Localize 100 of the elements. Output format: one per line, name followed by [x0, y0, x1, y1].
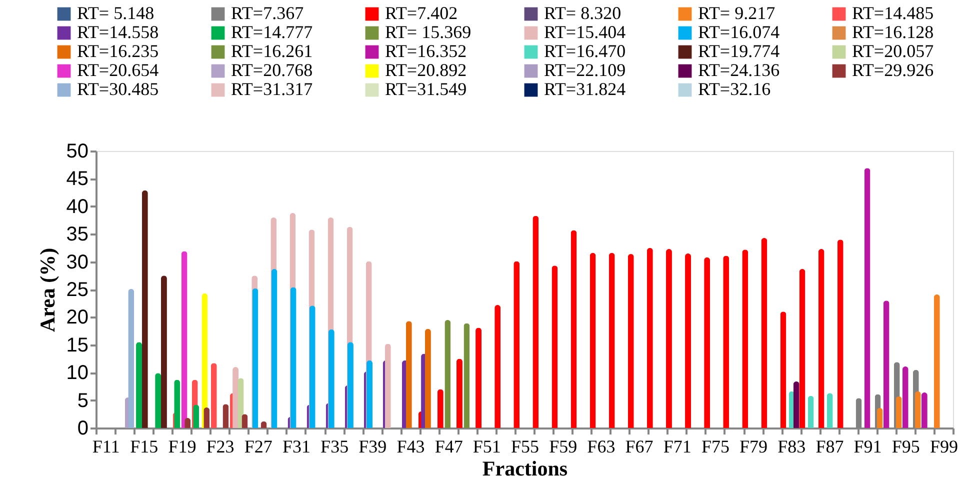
- legend-label: RT=20.057: [852, 41, 934, 61]
- bar: [406, 321, 412, 428]
- bar: [646, 248, 653, 428]
- x-tick-label: F59: [549, 436, 578, 456]
- x-tick-label: F31: [282, 436, 310, 456]
- x-tick-label: F51: [472, 436, 501, 456]
- legend-label: RT=31.549: [385, 79, 467, 99]
- bar: [210, 363, 217, 428]
- legend-label: RT=7.402: [385, 3, 458, 23]
- x-tick-label: F91: [854, 436, 882, 456]
- bar: [271, 269, 278, 428]
- legend-label: RT=15.404: [544, 22, 626, 42]
- legend-label: RT=16.128: [852, 22, 934, 42]
- y-tick-label: 10: [66, 362, 88, 384]
- bar: [742, 250, 748, 428]
- legend-label: RT=32.16: [698, 79, 771, 99]
- x-axis-title: Fractions: [482, 456, 568, 480]
- y-axis-title: Area (%): [35, 248, 60, 332]
- legend-label: RT=31.317: [231, 79, 313, 99]
- x-tick-label: F35: [320, 436, 349, 456]
- legend-label: RT=31.824: [544, 79, 626, 99]
- legend-label: RT=19.774: [698, 41, 780, 61]
- y-tick-label: 40: [66, 196, 88, 218]
- bar: [160, 276, 167, 428]
- bar: [793, 381, 800, 428]
- legend-label: RT=16.261: [231, 41, 313, 61]
- y-tick-label: 30: [66, 251, 88, 274]
- bar: [883, 300, 890, 428]
- legend-label: RT=16.074: [698, 22, 780, 42]
- legend-label: RT= 5.148: [77, 3, 154, 23]
- bar: [476, 328, 482, 428]
- bar: [799, 269, 806, 428]
- bar: [366, 360, 373, 428]
- x-tick-label: F27: [244, 436, 272, 456]
- bar: [290, 287, 296, 428]
- bar: [902, 366, 908, 428]
- bar: [628, 254, 634, 428]
- bar: [914, 391, 921, 428]
- bar: [464, 323, 470, 428]
- y-tick-label: 45: [66, 168, 88, 190]
- legend-label: RT=22.109: [544, 60, 626, 80]
- y-tick-label: 25: [66, 279, 88, 301]
- y-tick-label: 15: [66, 334, 88, 356]
- legend-label: RT=16.470: [544, 41, 626, 61]
- x-tick-label: F23: [206, 436, 234, 456]
- y-tick-label: 5: [77, 390, 88, 412]
- x-tick-label: F87: [816, 436, 844, 456]
- bar: [608, 252, 615, 428]
- legend-label: RT=16.352: [385, 41, 467, 61]
- bar: [384, 344, 391, 428]
- bar: [552, 266, 558, 428]
- y-tick-label: 0: [77, 418, 88, 440]
- legend-label: RT=30.485: [77, 79, 159, 99]
- legend-label: RT= 9.217: [698, 3, 776, 23]
- x-tick-label: F55: [510, 436, 540, 456]
- bar: [437, 389, 444, 428]
- bar: [328, 329, 334, 428]
- bar: [723, 256, 730, 428]
- bar: [136, 342, 142, 428]
- bar: [570, 230, 577, 428]
- legend-label: RT= 8.320: [544, 3, 622, 23]
- x-tick-label: F75: [701, 436, 730, 456]
- x-tick-label: F99: [930, 436, 958, 456]
- bar: [424, 328, 431, 428]
- bar: [174, 380, 180, 428]
- x-tick-label: F19: [168, 436, 196, 456]
- bar: [590, 252, 596, 428]
- legend-label: RT=29.926: [852, 60, 934, 80]
- bar: [704, 257, 710, 428]
- x-tick-label: F79: [740, 436, 768, 456]
- x-tick-label: F67: [625, 436, 654, 456]
- bar: [921, 392, 928, 428]
- legend-label: RT=7.367: [231, 3, 304, 23]
- legend-label: RT=24.136: [698, 60, 780, 80]
- x-tick-label: F43: [396, 436, 425, 456]
- bar: [685, 253, 692, 428]
- bar: [514, 261, 520, 428]
- bar: [494, 305, 501, 428]
- bar: [532, 216, 539, 428]
- x-tick-label: F83: [778, 436, 806, 456]
- bar: [837, 240, 844, 428]
- bar: [128, 288, 134, 428]
- legend-label: RT=14.777: [231, 22, 313, 42]
- bar: [456, 358, 462, 428]
- bar: [666, 249, 672, 428]
- y-tick-label: 50: [66, 140, 88, 162]
- bar: [252, 288, 258, 428]
- legend-label: RT=14.558: [77, 22, 159, 42]
- bar: [155, 373, 162, 428]
- legend-label: RT=14.485: [852, 3, 934, 23]
- x-tick-label: F95: [892, 436, 920, 456]
- bar: [864, 168, 870, 428]
- bar: [347, 342, 354, 428]
- legend-label: RT=20.768: [231, 60, 313, 80]
- bar: [818, 249, 824, 428]
- legend-label: RT=16.235: [77, 41, 159, 61]
- legend-label: RT=20.892: [385, 60, 467, 80]
- bar: [934, 294, 940, 428]
- bar: [142, 190, 148, 428]
- x-tick-label: F47: [434, 436, 463, 456]
